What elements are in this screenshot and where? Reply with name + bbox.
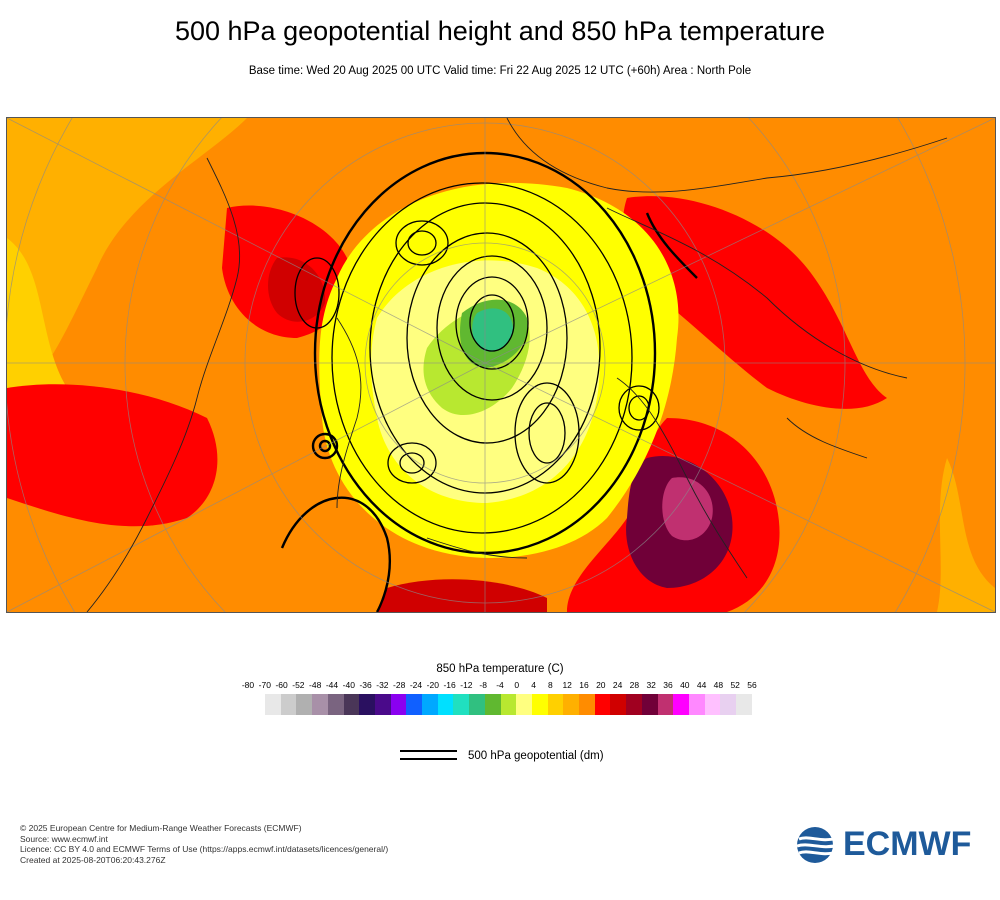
- ecmwf-logo-icon: [796, 827, 840, 863]
- legend-swatch: [626, 694, 642, 715]
- footer-created: Created at 2025-08-20T06:20:43.276Z: [20, 854, 166, 865]
- map-region-right-band: [937, 458, 995, 612]
- map-region-darkred-south: [377, 579, 547, 612]
- legend-tick-label: 20: [596, 680, 606, 690]
- legend-tick-label: 12: [562, 680, 572, 690]
- geopotential-legend-line-icon: [400, 750, 457, 762]
- legend-tick-label: 28: [629, 680, 640, 690]
- footer-licence: Licence: CC BY 4.0 and ECMWF Terms of Us…: [20, 844, 389, 854]
- legend-swatch: [296, 694, 313, 715]
- legend-tick-label: -44: [325, 680, 339, 690]
- legend-swatch: [469, 694, 485, 715]
- footer-copyright: © 2025 European Centre for Medium-Range …: [20, 823, 302, 833]
- legend-tick-label: 0: [514, 680, 520, 690]
- legend-tick-label: -32: [376, 680, 389, 690]
- legend-swatch: [437, 694, 454, 715]
- legend-swatch: [704, 694, 721, 715]
- legend-swatch: [422, 694, 438, 715]
- map-region-left-band: [7, 118, 247, 408]
- legend-title: 850 hPa temperature (C): [436, 663, 564, 675]
- legend-swatch: [531, 694, 548, 715]
- map-coastlines: [86, 118, 948, 612]
- legend-tick-label: -70: [258, 680, 271, 690]
- temperature-map: [7, 118, 995, 612]
- legend-swatch: [688, 694, 705, 715]
- legend-tick-label: -36: [359, 680, 372, 690]
- footer-credits: © 2025 European Centre for Medium-Range …: [20, 823, 388, 865]
- legend-tick-label: -24: [409, 680, 423, 690]
- legend-swatch: [484, 694, 501, 715]
- legend-swatch: [359, 694, 375, 715]
- legend-swatch: [390, 694, 407, 715]
- legend-tick-label: -80: [241, 680, 255, 690]
- map-graticule: [7, 118, 995, 612]
- legend-swatch: [343, 694, 360, 715]
- legend-tick-label: 24: [612, 680, 623, 690]
- legend-tick-label: 40: [680, 680, 690, 690]
- legend-tick-label: -48: [309, 680, 322, 690]
- legend-tick-label: 32: [646, 680, 656, 690]
- legend-swatch: [312, 694, 328, 715]
- legend-swatch: [594, 694, 611, 715]
- legend-swatch: [657, 694, 674, 715]
- legend-swatch: [579, 694, 595, 715]
- legend-swatch: [500, 694, 517, 715]
- legend-swatch: [673, 694, 689, 715]
- legend-swatch: [720, 694, 737, 715]
- legend-swatch: [610, 694, 627, 715]
- legend-tick-label: -40: [342, 680, 355, 690]
- legend-swatch: [406, 694, 423, 715]
- legend-tick-label: 56: [747, 680, 757, 690]
- legend-swatch: [265, 694, 281, 715]
- legend-tick-label: 52: [730, 680, 740, 690]
- legend-tick-label: 48: [713, 680, 724, 690]
- legend-labels: -80 -70 -60 -52 -48 -44 -40 -36 -32 -28 -24 -20 -16-…: [0, 680, 1000, 694]
- geopotential-legend: 500 hPa geopotential (dm): [400, 748, 700, 768]
- map-region-red-southwest: [7, 384, 218, 527]
- footer-source: Source: www.ecmwf.int: [20, 833, 108, 844]
- legend-tick-label: 4: [531, 680, 536, 690]
- legend-tick-label: -4: [496, 680, 504, 690]
- legend-tick-label: -12: [460, 680, 473, 690]
- map-region-teal-center: [472, 308, 513, 352]
- legend-swatch: [280, 694, 297, 715]
- geopotential-legend-label: 500 hPa geopotential (dm): [468, 750, 604, 762]
- legend-tick-label: 16: [579, 680, 589, 690]
- legend-swatch: [641, 694, 658, 715]
- legend-tick-label: -20: [426, 680, 439, 690]
- legend-tick-label: 36: [663, 680, 673, 690]
- chart-title: 500 hPa geopotential height and 850 hPa …: [174, 16, 825, 46]
- map-region-pink-southeast: [662, 477, 713, 541]
- map-region-red-east: [623, 196, 887, 409]
- ecmwf-logo-text: ECMWF: [843, 825, 972, 863]
- legend-swatch: [516, 694, 532, 715]
- legend-swatch: [453, 694, 470, 715]
- map-panel[interactable]: [6, 117, 996, 613]
- legend-tick-label: -60: [275, 680, 288, 690]
- legend-swatch: [563, 694, 580, 715]
- legend-tick-label: -8: [479, 680, 487, 690]
- legend-swatch: [327, 694, 344, 715]
- geopotential-contours: [294, 182, 660, 534]
- legend-swatch: [374, 694, 391, 715]
- legend-tick-label: -52: [292, 680, 305, 690]
- legend-swatch: [547, 694, 564, 715]
- ecmwf-logo: ECMWF: [795, 825, 985, 865]
- legend-tick-label: 8: [548, 680, 553, 690]
- legend-color-bar: [265, 694, 752, 715]
- legend-tick-label: 44: [696, 680, 707, 690]
- legend-tick-label: -16: [443, 680, 456, 690]
- legend-tick-label: -28: [393, 680, 406, 690]
- chart-subtitle: Base time: Wed 20 Aug 2025 00 UTC Valid …: [248, 65, 752, 77]
- legend-swatch: [736, 694, 752, 715]
